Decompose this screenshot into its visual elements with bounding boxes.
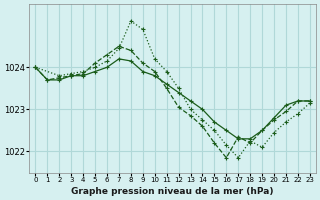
X-axis label: Graphe pression niveau de la mer (hPa): Graphe pression niveau de la mer (hPa) (71, 187, 274, 196)
